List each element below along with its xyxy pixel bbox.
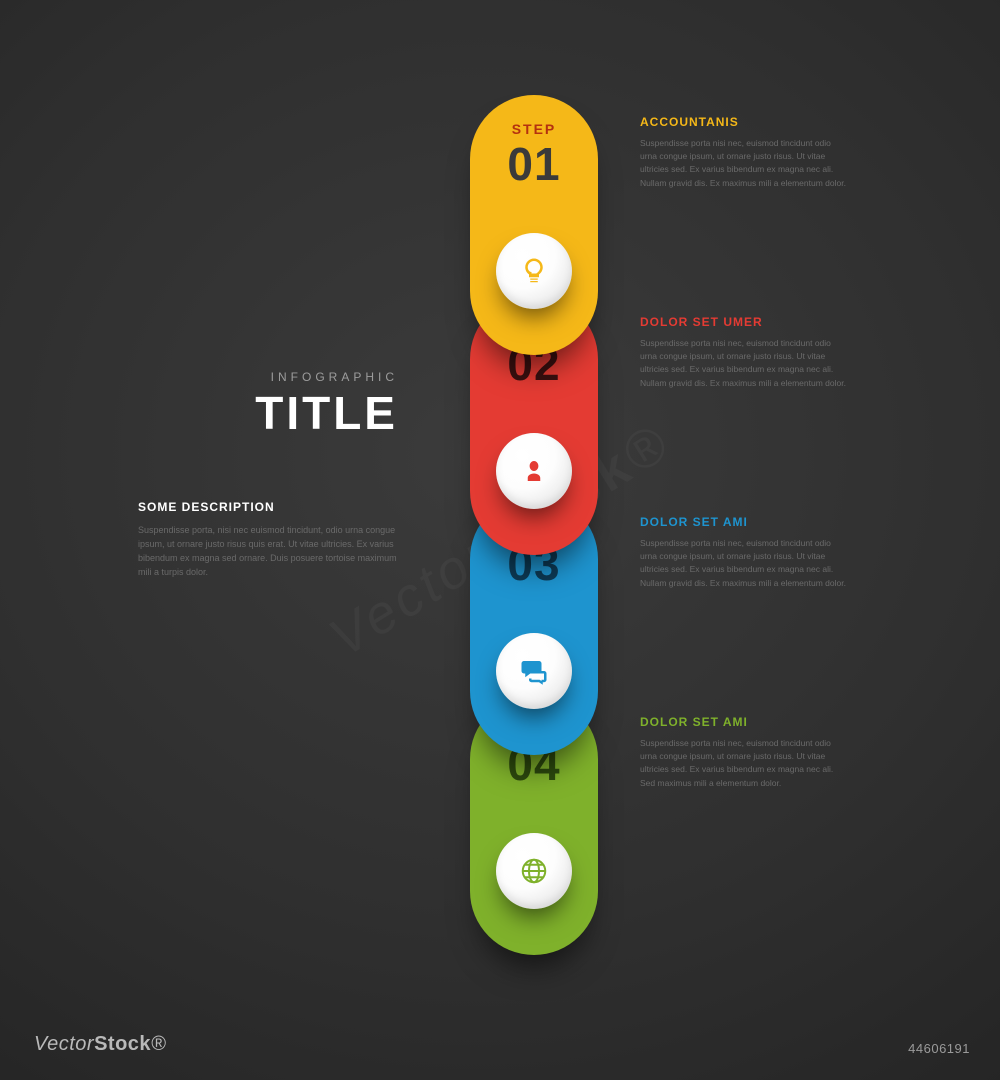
step-heading: DOLOR SET UMER [640,315,850,329]
step-body: Suspendisse porta nisi nec, euismod tinc… [640,137,850,190]
title-block: INFOGRAPHIC TITLE [138,370,398,440]
main-title: TITLE [138,386,398,440]
step-pill-01: STEP01 [470,95,598,355]
lightbulb-icon [496,233,572,309]
step-text-04: DOLOR SET AMI Suspendisse porta nisi nec,… [640,715,850,790]
watermark-logo: VectorStock® [34,1033,166,1056]
step-body: Suspendisse porta nisi nec, euismod tinc… [640,537,850,590]
step-text-01: ACCOUNTANIS Suspendisse porta nisi nec, e… [640,115,850,190]
step-number: 01 [470,137,598,191]
step-heading: DOLOR SET AMI [640,715,850,729]
subtitle: INFOGRAPHIC [138,370,398,384]
person-icon [496,433,572,509]
chat-icon [496,633,572,709]
step-heading: DOLOR SET AMI [640,515,850,529]
watermark-id: 44606191 [908,1041,970,1056]
step-body: Suspendisse porta nisi nec, euismod tinc… [640,337,850,390]
globe-icon [496,833,572,909]
description-block: SOME DESCRIPTION Suspendisse porta, nisi… [138,500,398,580]
step-body: Suspendisse porta nisi nec, euismod tinc… [640,737,850,790]
description-heading: SOME DESCRIPTION [138,500,398,514]
step-text-03: DOLOR SET AMI Suspendisse porta nisi nec,… [640,515,850,590]
description-body: Suspendisse porta, nisi nec euismod tinc… [138,524,398,580]
step-label: STEP [470,121,598,137]
step-heading: ACCOUNTANIS [640,115,850,129]
step-text-02: DOLOR SET UMER Suspendisse porta nisi nec… [640,315,850,390]
